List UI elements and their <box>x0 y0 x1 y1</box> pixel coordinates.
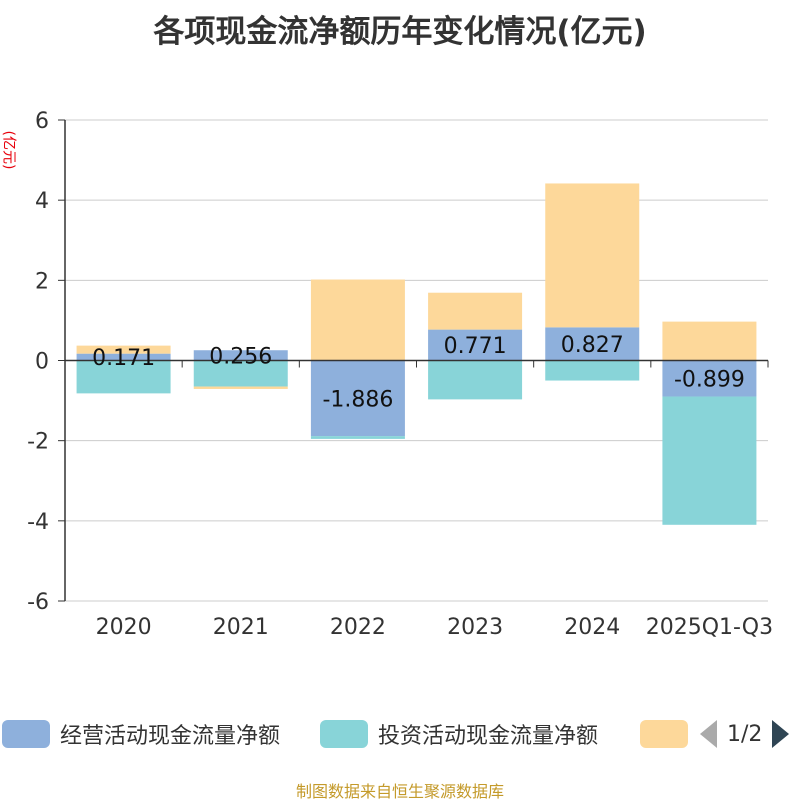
y-tick-label: -2 <box>27 430 49 455</box>
legend[interactable]: 经营活动现金流量净额 投资活动现金流量净额 1/2 <box>0 716 800 756</box>
data-label: -0.899 <box>674 368 745 393</box>
bar-series2-2022 <box>310 279 405 361</box>
bar-series1-2021 <box>193 360 288 387</box>
legend-swatch-investing <box>320 720 368 748</box>
bar-series1-2020 <box>76 360 171 394</box>
data-source-note: 制图数据来自恒生聚源数据库 <box>295 782 504 801</box>
bar-series2-2023 <box>428 292 523 330</box>
x-tick-label: 2025Q1-Q3 <box>646 615 773 640</box>
data-label: -1.886 <box>322 387 393 412</box>
legend-next-page-icon[interactable] <box>772 720 790 748</box>
legend-item-financing[interactable] <box>640 716 698 752</box>
data-label: 0.171 <box>92 346 155 371</box>
bar-series1-2022 <box>310 436 405 439</box>
bar-series2-2020 <box>76 345 171 354</box>
legend-page-indicator: 1/2 <box>727 721 763 747</box>
y-tick-label: -4 <box>27 510 49 535</box>
x-tick-label: 2022 <box>330 615 386 640</box>
bar-series1-2024 <box>545 360 640 381</box>
legend-swatch-financing <box>640 720 688 748</box>
legend-label-operating: 经营活动现金流量净额 <box>60 724 281 749</box>
legend-prev-page-icon[interactable] <box>700 720 717 748</box>
bar-series1-2025Q1-Q3 <box>662 396 757 525</box>
bar-series0-2023 <box>428 329 523 361</box>
y-tick-label: -6 <box>27 590 49 615</box>
data-label: 0.771 <box>444 334 507 359</box>
legend-swatch-operating <box>2 720 50 748</box>
data-label: 0.256 <box>209 344 272 369</box>
legend-item-investing[interactable]: 投资活动现金流量净额 <box>320 716 598 752</box>
x-tick-label: 2024 <box>564 615 620 640</box>
bar-series0-2020 <box>76 353 171 361</box>
y-tick-label: 0 <box>35 350 49 375</box>
bar-series2-2021 <box>193 386 288 389</box>
legend-item-operating[interactable]: 经营活动现金流量净额 <box>2 716 280 752</box>
y-tick-label: 6 <box>35 109 49 134</box>
bar-series2-2024 <box>545 183 640 328</box>
x-tick-label: 2020 <box>96 615 152 640</box>
bar-series0-2024 <box>545 327 640 361</box>
bar-series1-2023 <box>428 360 523 400</box>
bar-series2-2025Q1-Q3 <box>662 321 757 361</box>
legend-label-investing: 投资活动现金流量净额 <box>378 724 599 749</box>
chart-title: 各项现金流净额历年变化情况(亿元) <box>153 14 647 50</box>
bar-series0-2021 <box>193 350 288 361</box>
x-tick-label: 2021 <box>213 615 269 640</box>
bar-series0-2022 <box>310 360 405 437</box>
legend-pager: 1/2 <box>700 716 790 752</box>
data-label: 0.827 <box>561 333 624 358</box>
y-tick-label: 4 <box>35 189 49 214</box>
y-tick-label: 2 <box>35 269 49 294</box>
stacked-bar-chart: 6 4 2 0 -2 -4 -6 2020 2021 2022 2023 2024 2025Q1-Q3 0… <box>27 109 773 640</box>
x-tick-label: 2023 <box>447 615 503 640</box>
bar-series0-2025Q1-Q3 <box>662 360 757 397</box>
